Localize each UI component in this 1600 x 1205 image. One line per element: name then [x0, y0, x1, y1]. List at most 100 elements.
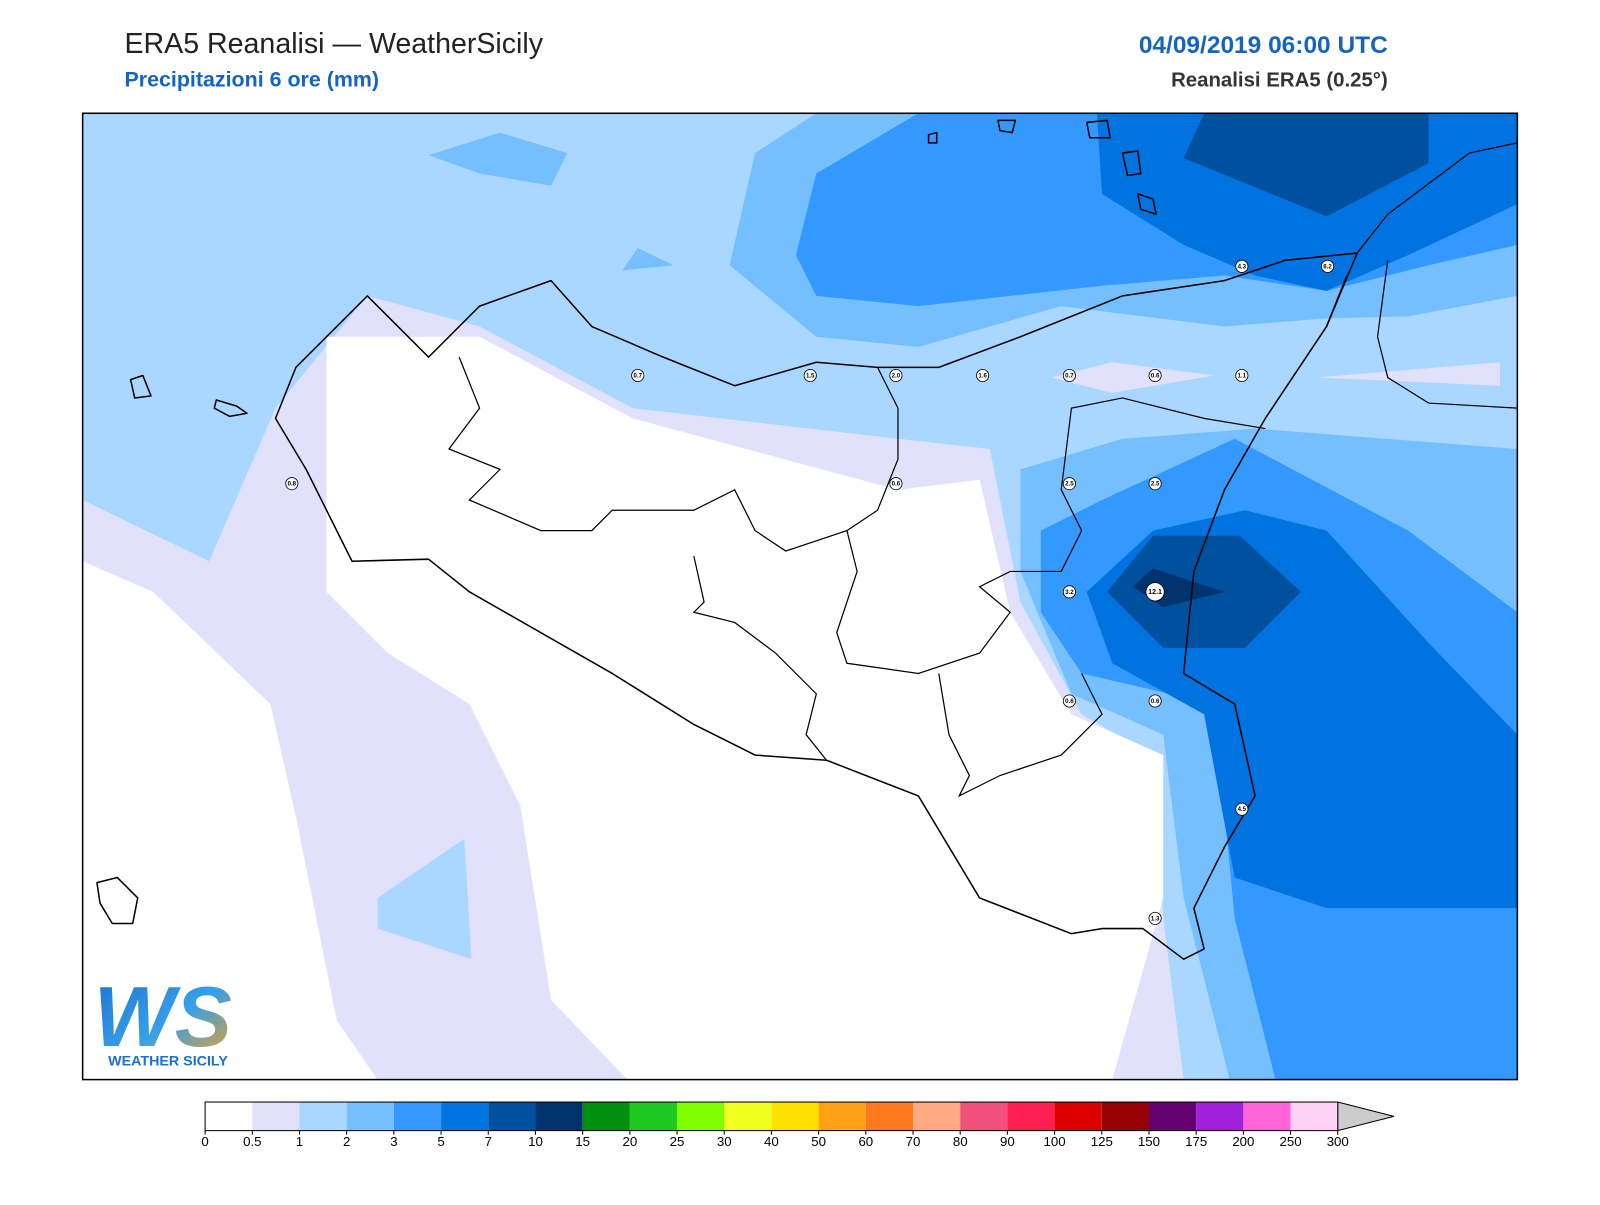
colorbar-tick-label: 125 — [1091, 1134, 1113, 1149]
colorbar-tick-label: 3 — [390, 1134, 397, 1149]
station-value: 4.5 — [1238, 806, 1247, 813]
colorbar-swatch — [299, 1102, 347, 1131]
colorbar-tick-label: 7 — [485, 1134, 492, 1149]
coastlines — [96, 119, 1518, 960]
station-value: 4.3 — [1238, 263, 1247, 270]
source: Reanalisi ERA5 (0.25°) — [1171, 70, 1388, 92]
station-value: 3.2 — [1065, 589, 1074, 596]
station-value: 1.1 — [1238, 373, 1247, 380]
datetime: 04/09/2019 06:00 UTC — [1139, 32, 1388, 59]
station-marker — [803, 368, 817, 383]
station-value: 0.7 — [1065, 373, 1074, 380]
station-marker — [631, 368, 645, 383]
station-marker — [1145, 582, 1165, 602]
colorbar-swatch — [1101, 1102, 1149, 1131]
colorbar-tick-label: 25 — [670, 1134, 685, 1149]
station-marker — [889, 477, 903, 491]
colorbar-tick-label: 150 — [1138, 1134, 1160, 1149]
station-value: 2.5 — [1151, 481, 1160, 488]
colorbar-tick-label: 0.5 — [243, 1134, 261, 1149]
colorbar-tick-label: 250 — [1280, 1134, 1302, 1149]
station-value: 0.6 — [1065, 698, 1074, 705]
colorbar: 0 0.5 1 2 3 5 7 10 15 20 25 30 40 50 60 70 80 90 100 125 150… — [201, 1101, 1395, 1149]
colorbar-swatch — [1290, 1102, 1338, 1131]
station-value: 2.5 — [1065, 481, 1074, 488]
colorbar-swatch — [771, 1102, 819, 1131]
station-value: 0.6 — [1151, 698, 1160, 705]
colorbar-swatch — [677, 1102, 725, 1131]
station-value: 2.0 — [892, 373, 901, 380]
colorbar-swatch — [488, 1102, 536, 1131]
station-marker — [1235, 368, 1249, 383]
colorbar-swatch — [252, 1102, 300, 1131]
station-marker — [889, 368, 903, 383]
colorbar-tick-label: 100 — [1044, 1134, 1066, 1149]
logo-text: WEATHER SICILY — [108, 1053, 228, 1069]
colorbar-tick-label: 5 — [437, 1134, 444, 1149]
station-marker — [1148, 368, 1162, 383]
colorbar-tick-label: 90 — [1000, 1134, 1015, 1149]
title: ERA5 Reanalisi — WeatherSicily — [124, 28, 543, 60]
station-marker — [1062, 368, 1076, 383]
colorbar-tick-label: 20 — [622, 1134, 637, 1149]
station-value: 0.7 — [634, 373, 643, 380]
map-frame — [81, 112, 1519, 1081]
colorbar-swatch — [205, 1102, 253, 1131]
colorbar-tick-label: 30 — [717, 1134, 732, 1149]
station-marker — [1062, 694, 1076, 708]
logo-mark: WS — [94, 969, 232, 1065]
colorbar-tick-label: 40 — [764, 1134, 779, 1149]
station-value: 6.2 — [1323, 263, 1332, 270]
colorbar-swatch — [865, 1102, 914, 1131]
colorbar-extension — [1337, 1101, 1395, 1132]
colorbar-tick-label: 10 — [528, 1134, 543, 1149]
station-marker — [1321, 259, 1335, 273]
colorbar-tick-label: 300 — [1327, 1134, 1349, 1149]
subtitle: Precipitazioni 6 ore (mm) — [124, 68, 379, 92]
colorbar-swatch — [1054, 1102, 1102, 1131]
station-marker — [976, 368, 990, 383]
colorbar-swatch — [1007, 1102, 1055, 1131]
logo: WS WEATHER SICILY — [94, 969, 232, 1069]
colorbar-swatch — [960, 1102, 1008, 1131]
precip-field — [82, 113, 1518, 1080]
station-marker — [1062, 585, 1076, 599]
colorbar-swatch — [1148, 1102, 1197, 1131]
station-value: 0.6 — [892, 481, 901, 488]
station-marker — [1148, 911, 1162, 925]
colorbar-swatch — [393, 1102, 442, 1131]
colorbar-tick-label: 1 — [296, 1134, 303, 1149]
colorbar-swatch — [582, 1102, 630, 1131]
station-value: 1.5 — [806, 373, 815, 380]
colorbar-swatch — [629, 1102, 678, 1131]
station-marker — [1062, 477, 1076, 491]
station-value: 12.1 — [1148, 588, 1162, 596]
station-marker — [1235, 802, 1249, 816]
station-marker — [1148, 694, 1162, 708]
colorbar-tick-label: 15 — [575, 1134, 590, 1149]
station-value: 0.6 — [1151, 373, 1160, 380]
colorbar-tick-label: 200 — [1232, 1134, 1254, 1149]
station-marker — [285, 477, 299, 491]
colorbar-tick-label: 50 — [811, 1134, 826, 1149]
colorbar-swatch — [913, 1102, 961, 1131]
station-value: 1.6 — [978, 373, 987, 380]
colorbar-swatch — [346, 1102, 394, 1131]
colorbar-tick-label: 60 — [858, 1134, 873, 1149]
colorbar-swatch — [818, 1102, 866, 1131]
station-marker — [1148, 477, 1162, 491]
colorbar-tick-label: 70 — [906, 1134, 921, 1149]
colorbar-tick-label: 2 — [343, 1134, 350, 1149]
colorbar-swatch — [535, 1102, 583, 1131]
colorbar-swatch — [441, 1102, 489, 1131]
colorbar-tick-label: 0 — [201, 1134, 208, 1149]
colorbar-tick-label: 175 — [1185, 1134, 1207, 1149]
station-value: 1.3 — [1151, 915, 1160, 922]
stations: 0.7 1.5 2.0 1.6 0.7 0.6 1.1 4.3 6.2 0.8 0.6 2.5 2.5 3… — [285, 259, 1335, 925]
colorbar-swatch — [1243, 1102, 1291, 1131]
colorbar-tick-label: 80 — [953, 1134, 968, 1149]
colorbar-swatch — [1196, 1102, 1244, 1131]
station-value: 0.8 — [288, 481, 297, 488]
